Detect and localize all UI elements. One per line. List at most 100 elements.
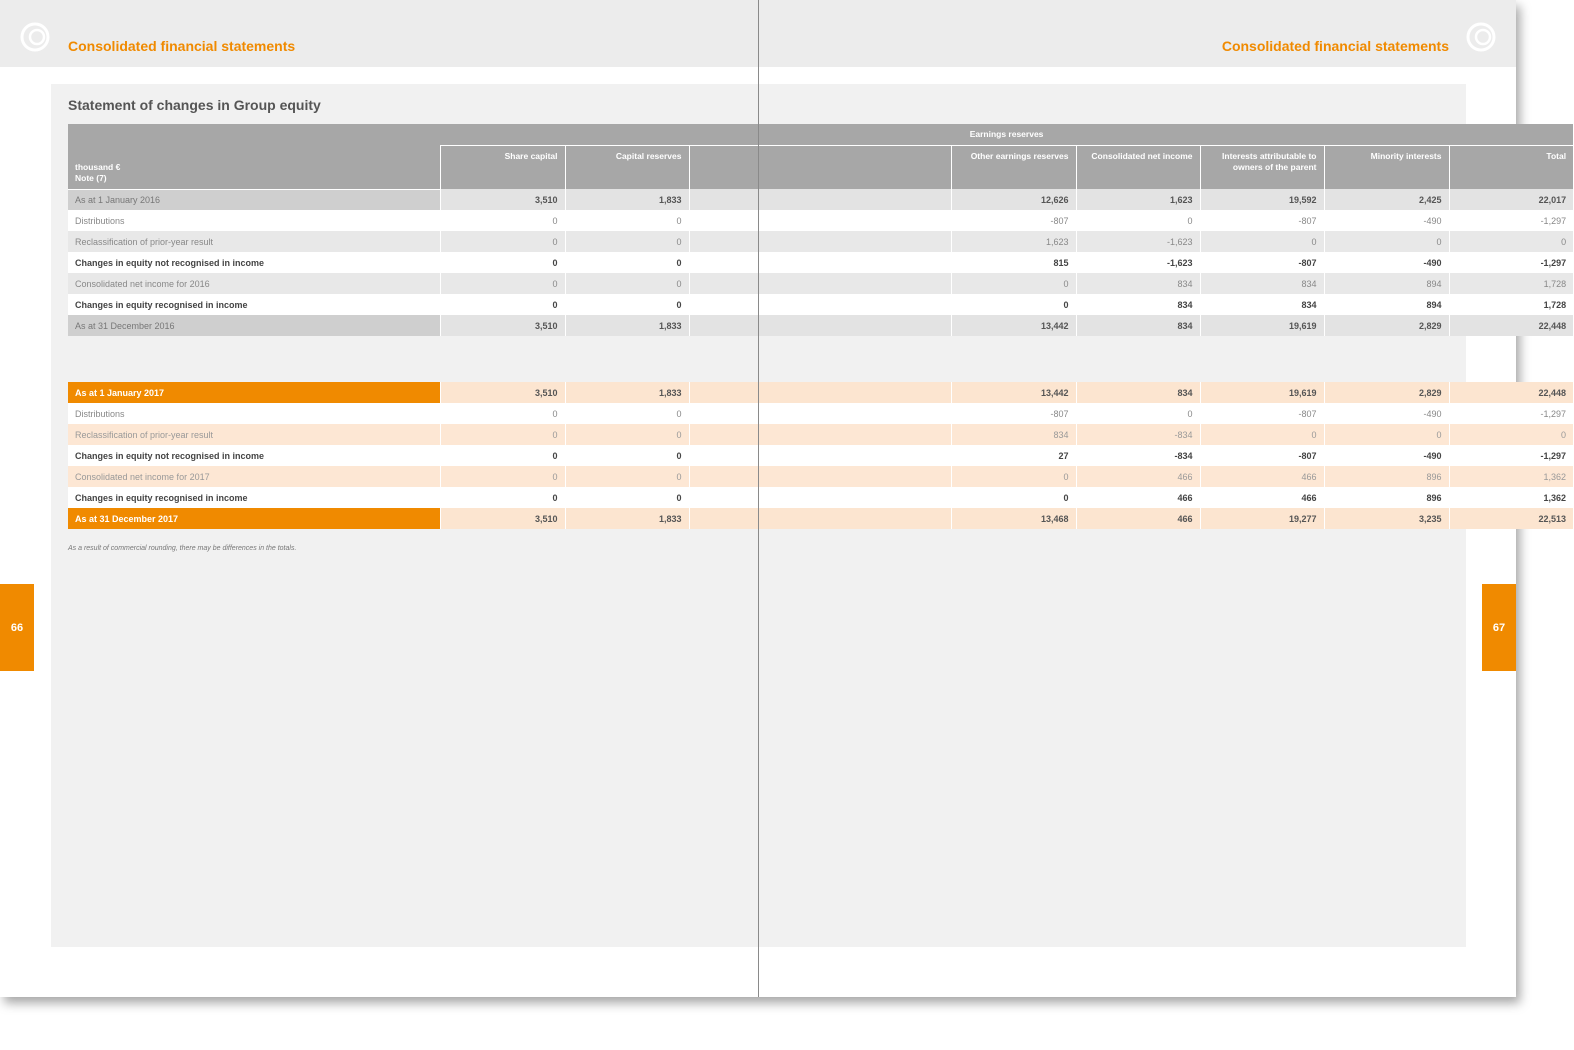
page-spine [758, 0, 759, 997]
table-cell [688, 382, 951, 403]
table-cell: -807 [1199, 252, 1324, 273]
unit-label: thousand € [75, 161, 121, 172]
table-cell: -1,623 [1075, 252, 1200, 273]
table-cell: 1,728 [1448, 273, 1574, 294]
table-cell: 894 [1323, 294, 1449, 315]
equity-table-2016: thousand € Note (7) Earnings reserves Sh… [68, 124, 1574, 336]
column-header: Capital reserves [564, 145, 689, 189]
table-cell: 12,626 [950, 189, 1076, 210]
table-cell: 22,448 [1448, 382, 1573, 403]
table-row: Reclassification of prior-year result 0 0 8… [68, 424, 1573, 445]
table-cell: -834 [1075, 445, 1200, 466]
table-cell: 466 [1075, 466, 1200, 487]
table-cell [688, 252, 951, 273]
table-cell: 3,510 [439, 508, 565, 529]
table-cell: 1,362 [1448, 466, 1573, 487]
table-cell [688, 315, 951, 336]
table-cell: 0 [564, 273, 689, 294]
table-cell [688, 294, 951, 315]
table-cell: 0 [564, 403, 689, 424]
table-cell: 896 [1323, 466, 1449, 487]
table-cell: 0 [950, 294, 1076, 315]
row-label: Changes in equity recognised in income [68, 294, 440, 315]
table-header: thousand € Note (7) Earnings reserves Sh… [68, 124, 1574, 190]
page-number-right: 67 [1482, 584, 1516, 671]
table-cell: -490 [1323, 252, 1449, 273]
table-cell: 2,425 [1323, 189, 1449, 210]
table-cell: 0 [1199, 231, 1324, 252]
table-cell: 466 [1075, 487, 1200, 508]
table-cell [688, 424, 951, 445]
table-cell: 0 [1199, 424, 1324, 445]
table-cell: 22,448 [1448, 315, 1574, 336]
table-cell: 0 [564, 210, 689, 231]
table-cell: 2,829 [1323, 382, 1449, 403]
table-cell: 834 [1199, 294, 1324, 315]
table-cell [688, 189, 951, 210]
table-row: Changes in equity not recognised in inco… [68, 445, 1573, 466]
document-spread: Consolidated financial statements Consol… [0, 0, 1574, 997]
table-row: Consolidated net income for 2017 0 0 0 466 46… [68, 466, 1573, 487]
row-label: Consolidated net income for 2016 [68, 273, 440, 294]
table-cell: 0 [564, 252, 689, 273]
table-header-label: thousand € Note (7) [68, 124, 440, 190]
table-cell: 0 [1323, 424, 1449, 445]
table-cell [688, 231, 951, 252]
table-cell: 1,623 [1075, 189, 1200, 210]
table-cell: -807 [1199, 210, 1324, 231]
table-cell: 0 [564, 466, 689, 487]
row-label: Reclassification of prior-year result [68, 424, 440, 445]
table-cell: 0 [439, 487, 565, 508]
table-cell: 0 [439, 466, 565, 487]
table-cell: -807 [950, 403, 1076, 424]
header-title-right: Consolidated financial statements [1221, 38, 1449, 54]
table-cell: 834 [950, 424, 1076, 445]
table-cell: 19,619 [1199, 315, 1324, 336]
table-cell: 1,833 [564, 508, 689, 529]
column-header [688, 145, 951, 189]
table-cell: 0 [439, 424, 565, 445]
table-cell: 0 [439, 294, 565, 315]
row-label: Changes in equity not recognised in inco… [68, 445, 440, 466]
column-header: Share capital [439, 145, 565, 189]
table-cell: 1,833 [564, 189, 689, 210]
table-cell: 19,277 [1199, 508, 1324, 529]
table-cell: -490 [1323, 445, 1449, 466]
table-row: Consolidated net income for 2016 0 0 0 834 83… [68, 273, 1574, 294]
table-cell: -1,623 [1075, 231, 1200, 252]
table-cell: 3,235 [1323, 508, 1449, 529]
table-cell: 13,442 [950, 315, 1076, 336]
table-cell [688, 445, 951, 466]
table-cell: 0 [1448, 231, 1574, 252]
table-row: Distributions 0 0 -807 0 -807 -490 -1,297 [68, 403, 1573, 424]
table-cell: 22,017 [1448, 189, 1574, 210]
table-cell [688, 508, 951, 529]
table-cell: 466 [1199, 487, 1324, 508]
page-title: Statement of changes in Group equity [68, 97, 321, 113]
table-cell: 0 [950, 487, 1076, 508]
table-cell: 834 [1075, 273, 1200, 294]
table-cell: -834 [1075, 424, 1200, 445]
table-cell: 896 [1323, 487, 1449, 508]
table-cell: 19,592 [1199, 189, 1324, 210]
table-cell: 22,513 [1448, 508, 1573, 529]
note-label: Note (7) [75, 173, 107, 183]
table-cell: 2,829 [1323, 315, 1449, 336]
company-logo-icon [20, 22, 50, 52]
table-cell [688, 210, 951, 231]
table-cell: 0 [564, 487, 689, 508]
table-cell: 466 [1199, 466, 1324, 487]
column-header: Consolidated net income [1075, 145, 1200, 189]
table-cell: 834 [1075, 315, 1200, 336]
table-cell: 1,833 [564, 315, 689, 336]
table-cell: 13,468 [950, 508, 1076, 529]
table-cell: -807 [1199, 403, 1324, 424]
table-cell: -807 [1199, 445, 1324, 466]
table-cell: 466 [1075, 508, 1200, 529]
table-cell: -490 [1323, 403, 1449, 424]
row-label: Consolidated net income for 2017 [68, 466, 440, 487]
table-cell: 834 [1199, 273, 1324, 294]
row-label: As at 1 January 2016 [68, 189, 440, 210]
table-cell: 834 [1075, 294, 1200, 315]
column-header: Minority interests [1323, 145, 1449, 189]
